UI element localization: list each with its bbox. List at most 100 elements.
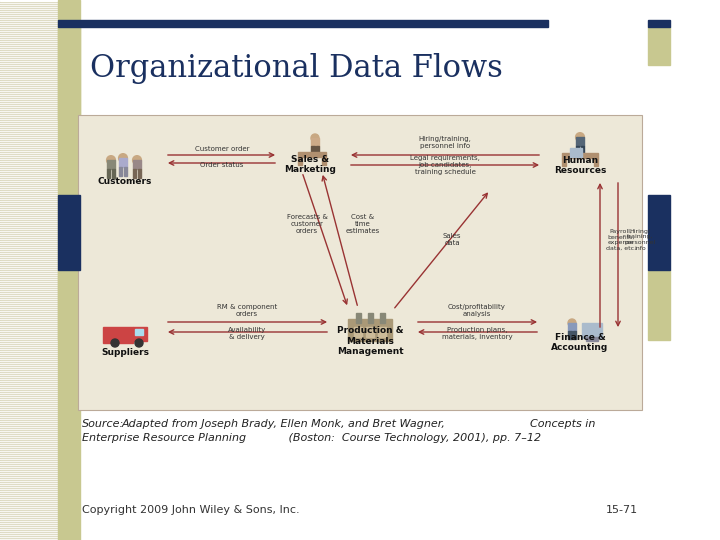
- Bar: [0, 202, 58, 203]
- Bar: [0, 333, 58, 334]
- Bar: [0, 185, 58, 186]
- Bar: [0, 20, 58, 21]
- Bar: [0, 34, 58, 35]
- Bar: [0, 116, 58, 117]
- Bar: [0, 27, 58, 28]
- Bar: [0, 6, 58, 7]
- Bar: [0, 191, 58, 192]
- Bar: [356, 313, 361, 323]
- Bar: [0, 340, 58, 341]
- Bar: [0, 280, 58, 281]
- Bar: [0, 213, 58, 214]
- Bar: [0, 433, 58, 434]
- Bar: [0, 16, 58, 17]
- Bar: [0, 154, 58, 155]
- Bar: [138, 169, 141, 178]
- Bar: [0, 396, 58, 397]
- Bar: [0, 404, 58, 405]
- Text: Sales
data: Sales data: [443, 233, 462, 246]
- Bar: [0, 301, 58, 302]
- Bar: [0, 140, 58, 141]
- Bar: [0, 487, 58, 488]
- Bar: [0, 123, 58, 124]
- Bar: [648, 27, 670, 65]
- Bar: [0, 292, 58, 293]
- Bar: [0, 453, 58, 454]
- Bar: [0, 93, 58, 94]
- Bar: [0, 510, 58, 511]
- Bar: [0, 298, 58, 299]
- Bar: [0, 110, 58, 111]
- Bar: [0, 0, 58, 1]
- Bar: [0, 264, 58, 265]
- Bar: [0, 48, 58, 49]
- Bar: [0, 29, 58, 30]
- Bar: [0, 495, 58, 496]
- Bar: [0, 501, 58, 502]
- Bar: [0, 247, 58, 248]
- Bar: [0, 303, 58, 304]
- Text: Organizational Data Flows: Organizational Data Flows: [90, 53, 503, 84]
- Bar: [0, 419, 58, 420]
- Bar: [0, 98, 58, 99]
- Bar: [0, 251, 58, 252]
- Bar: [0, 331, 58, 332]
- Text: Forecasts &
customer
orders: Forecasts & customer orders: [287, 214, 328, 234]
- Bar: [0, 63, 58, 64]
- Text: RM & component
orders: RM & component orders: [217, 304, 277, 317]
- Bar: [0, 447, 58, 448]
- Bar: [0, 289, 58, 290]
- Bar: [315, 146, 319, 154]
- Bar: [0, 379, 58, 380]
- Bar: [0, 537, 58, 538]
- Bar: [0, 428, 58, 429]
- Bar: [0, 5, 58, 6]
- Bar: [0, 157, 58, 158]
- Bar: [0, 294, 58, 295]
- Bar: [0, 313, 58, 314]
- Bar: [119, 167, 122, 176]
- Bar: [135, 329, 143, 335]
- Bar: [0, 68, 58, 69]
- Bar: [0, 491, 58, 492]
- Bar: [0, 204, 58, 205]
- Bar: [0, 279, 58, 280]
- Bar: [0, 515, 58, 516]
- Bar: [0, 416, 58, 417]
- Bar: [0, 329, 58, 330]
- Bar: [0, 342, 58, 343]
- Bar: [0, 274, 58, 275]
- Bar: [0, 173, 58, 174]
- Bar: [0, 49, 58, 50]
- Bar: [0, 47, 58, 48]
- Bar: [0, 532, 58, 533]
- Bar: [0, 244, 58, 245]
- Bar: [0, 33, 58, 34]
- Bar: [0, 99, 58, 100]
- Bar: [648, 20, 670, 27]
- Bar: [0, 268, 58, 269]
- Bar: [0, 105, 58, 106]
- Bar: [0, 233, 58, 234]
- Bar: [0, 28, 58, 29]
- Bar: [0, 388, 58, 389]
- Bar: [0, 307, 58, 308]
- Bar: [0, 70, 58, 71]
- Bar: [0, 18, 58, 19]
- Bar: [0, 8, 58, 9]
- Bar: [0, 349, 58, 350]
- Bar: [0, 434, 58, 435]
- Bar: [0, 239, 58, 240]
- Bar: [103, 327, 133, 343]
- Bar: [0, 39, 58, 40]
- Bar: [298, 157, 302, 165]
- Bar: [0, 4, 58, 5]
- Bar: [0, 360, 58, 361]
- Bar: [0, 389, 58, 390]
- Bar: [0, 102, 58, 103]
- Bar: [0, 339, 58, 340]
- Bar: [0, 215, 58, 216]
- Bar: [0, 327, 58, 328]
- Bar: [348, 319, 392, 341]
- Bar: [0, 26, 58, 27]
